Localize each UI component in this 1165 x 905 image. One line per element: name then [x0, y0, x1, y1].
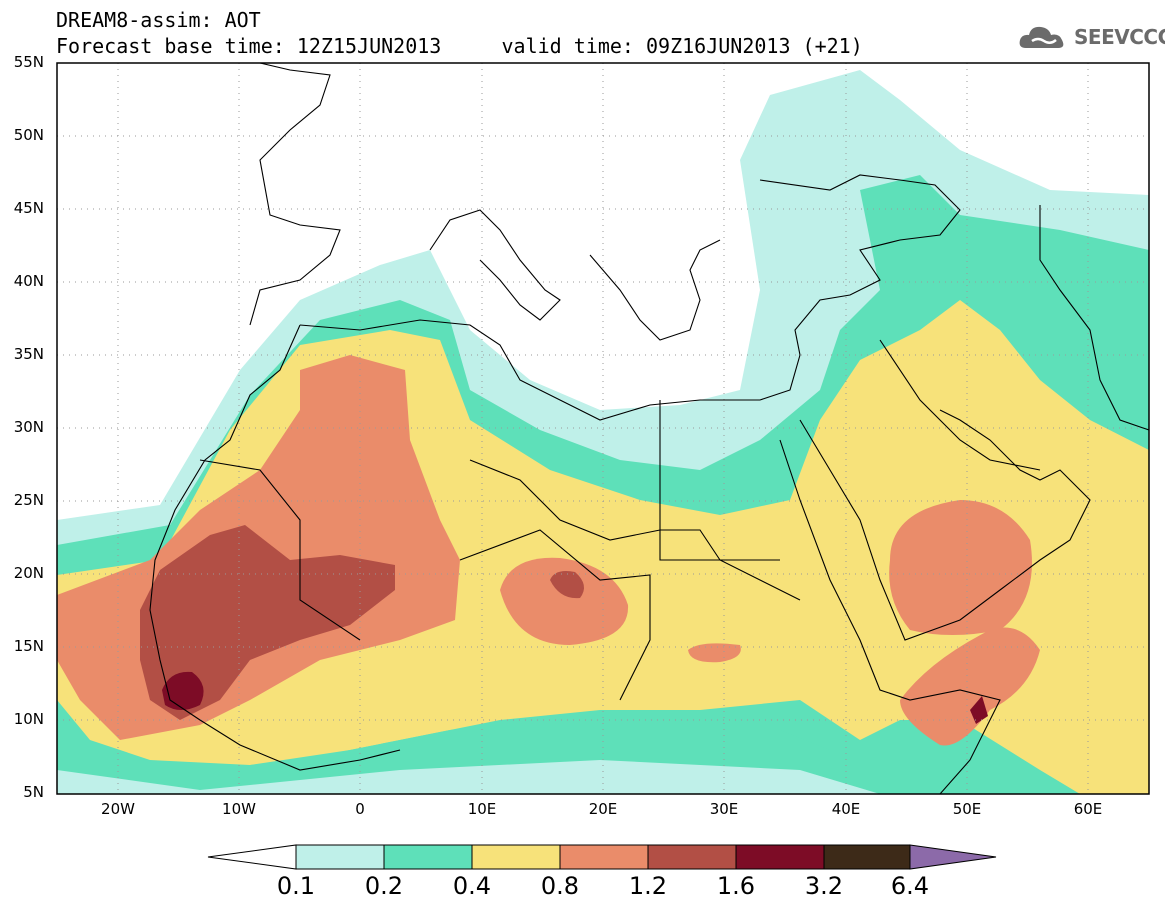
- lat-label-55n: 55N: [13, 53, 44, 71]
- lon-label-10e: 10E: [467, 800, 497, 818]
- lat-label-45n: 45N: [13, 199, 44, 217]
- colorbar-label-1.2: 1.2: [628, 872, 668, 900]
- colorbar-swatch-3: [471, 844, 561, 870]
- colorbar-swatch-6: [735, 844, 825, 870]
- lat-label-30n: 30N: [13, 418, 44, 436]
- colorbar-swatch-2: [383, 844, 473, 870]
- lat-label-5n: 5N: [23, 783, 44, 801]
- lat-label-15n: 15N: [13, 637, 44, 655]
- aot-level-1.2-central: [550, 571, 584, 599]
- gridlines: [57, 63, 1149, 794]
- lat-label-40n: 40N: [13, 272, 44, 290]
- lon-label-10w: 10W: [222, 800, 256, 818]
- colorbar-high-arrow: [909, 844, 997, 870]
- cloud-icon: [1019, 26, 1064, 48]
- lat-label-10n: 10N: [13, 710, 44, 728]
- aot-level-1.6-somalia: [970, 696, 988, 724]
- colorbar-swatch-4: [559, 844, 649, 870]
- lon-label-40e: 40E: [831, 800, 861, 818]
- aot-level-0.8-sudan: [688, 643, 741, 663]
- lon-label-0: 0: [355, 800, 365, 818]
- colorbar-label-6.4: 6.4: [890, 872, 930, 900]
- aot-level-1.6-west: [162, 671, 204, 710]
- lat-label-50n: 50N: [13, 126, 44, 144]
- aot-fields: [57, 63, 1149, 794]
- colorbar-swatch-5: [647, 844, 737, 870]
- colorbar-label-1.6: 1.6: [716, 872, 756, 900]
- lat-label-20n: 20N: [13, 564, 44, 582]
- aot-level-0.1-south: [57, 760, 880, 794]
- colorbar-swatch-1: [295, 844, 385, 870]
- seevccc-logo: SEEVCCC: [1018, 22, 1165, 52]
- aot-level-0.8-somalia: [900, 627, 1040, 746]
- colorbar-swatch-7: [823, 844, 911, 870]
- forecast-time-line: Forecast base time: 12Z15JUN2013 valid t…: [56, 34, 863, 58]
- colorbar-label-0.2: 0.2: [364, 872, 404, 900]
- lon-label-20e: 20E: [588, 800, 618, 818]
- lon-label-60e: 60E: [1073, 800, 1103, 818]
- lon-label-20w: 20W: [101, 800, 135, 818]
- logo-text: SEEVCCC: [1074, 25, 1165, 49]
- coastlines: [149, 63, 1149, 794]
- aot-level-1.2-west: [140, 525, 395, 720]
- lat-label-25n: 25N: [13, 491, 44, 509]
- lat-label-35n: 35N: [13, 345, 44, 363]
- aot-level-0.8-arabia: [889, 500, 1032, 635]
- lon-label-30e: 30E: [709, 800, 739, 818]
- colorbar-label-0.4: 0.4: [452, 872, 492, 900]
- map-frame: [56, 62, 1150, 795]
- colorbar-label-0.8: 0.8: [540, 872, 580, 900]
- colorbar: [207, 844, 997, 870]
- colorbar-low-arrow: [207, 844, 297, 870]
- colorbar-label-0.1: 0.1: [276, 872, 316, 900]
- aot-level-0.8-central: [500, 557, 629, 645]
- lon-label-50e: 50E: [952, 800, 982, 818]
- map-title: DREAM8-assim: AOT: [56, 8, 261, 32]
- colorbar-label-3.2: 3.2: [804, 872, 844, 900]
